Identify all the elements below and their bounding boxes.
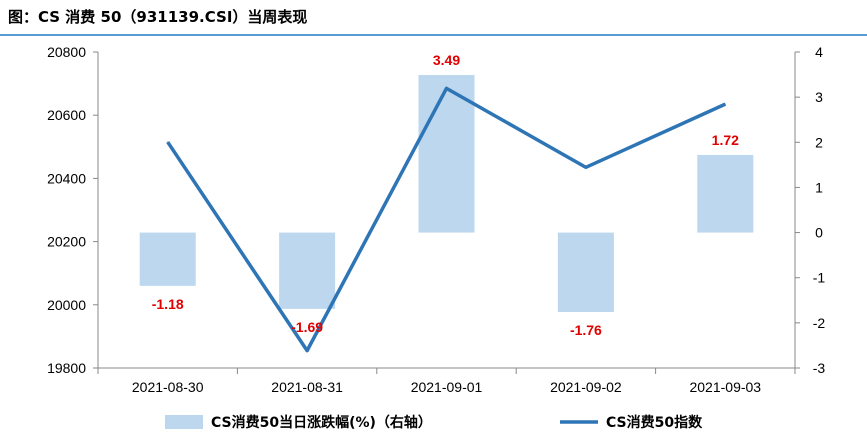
bar [418, 75, 475, 233]
legend-label-line: CS消费50指数 [606, 414, 703, 431]
right-axis-tick-label: -1 [813, 270, 826, 286]
x-axis-tick-label: 2021-08-30 [132, 379, 204, 395]
legend-label-bar: CS消费50当日涨跌幅(%)（右轴） [211, 414, 432, 431]
x-axis-tick-label: 2021-09-02 [550, 379, 622, 395]
line-point [167, 141, 169, 143]
right-axis-tick-label: -2 [813, 315, 826, 331]
chart-legend: CS消费50当日涨跌幅(%)（右轴） CS消费50指数 [165, 414, 703, 431]
line-point [585, 166, 587, 168]
line-series [166, 86, 727, 353]
bar-series [139, 75, 754, 313]
title-divider [0, 34, 867, 36]
bar [557, 232, 614, 313]
right-axis-tick-label: 0 [815, 225, 823, 241]
bar [697, 154, 754, 233]
x-axis-tick-label: 2021-08-31 [271, 379, 343, 395]
chart-axes: 19800 20000 20200 20400 20600 20800 -3 -2 -1 0 1 2 3… [47, 44, 825, 395]
line-point [446, 87, 447, 89]
right-axis-tick-label: -3 [813, 360, 826, 376]
left-axis-tick-label: 20800 [47, 44, 86, 60]
bar-data-label: 3.49 [433, 52, 460, 68]
x-axis-tick-label: 2021-09-01 [411, 379, 483, 395]
left-axis-tick-label: 20400 [47, 170, 86, 186]
right-axis-tick-label: 1 [815, 179, 823, 195]
right-axis-tick-label: 3 [815, 89, 823, 105]
line-point [724, 103, 726, 105]
bar-data-label: -1.18 [152, 296, 184, 312]
chart-title: 图：CS 消费 50（931139.CSI）当周表现 [8, 8, 308, 26]
line-point [306, 350, 308, 352]
bar [279, 232, 336, 309]
left-axis-tick-label: 19800 [47, 360, 86, 376]
bar-data-label: -1.69 [291, 319, 323, 335]
left-axis-tick-label: 20600 [47, 107, 86, 123]
left-axis-tick-label: 20000 [47, 297, 86, 313]
x-axis-tick-label: 2021-09-03 [689, 379, 761, 395]
bar [139, 232, 196, 286]
right-axis-tick-label: 4 [815, 44, 823, 60]
bar-data-label: 1.72 [712, 132, 739, 148]
bar-data-label: -1.76 [570, 322, 602, 338]
data-labels: -1.18 -1.69 3.49 -1.76 1.72 [152, 52, 739, 338]
left-axis-tick-label: 20200 [47, 234, 86, 250]
legend-swatch-bar [165, 415, 203, 429]
right-axis-tick-label: 2 [815, 134, 823, 150]
